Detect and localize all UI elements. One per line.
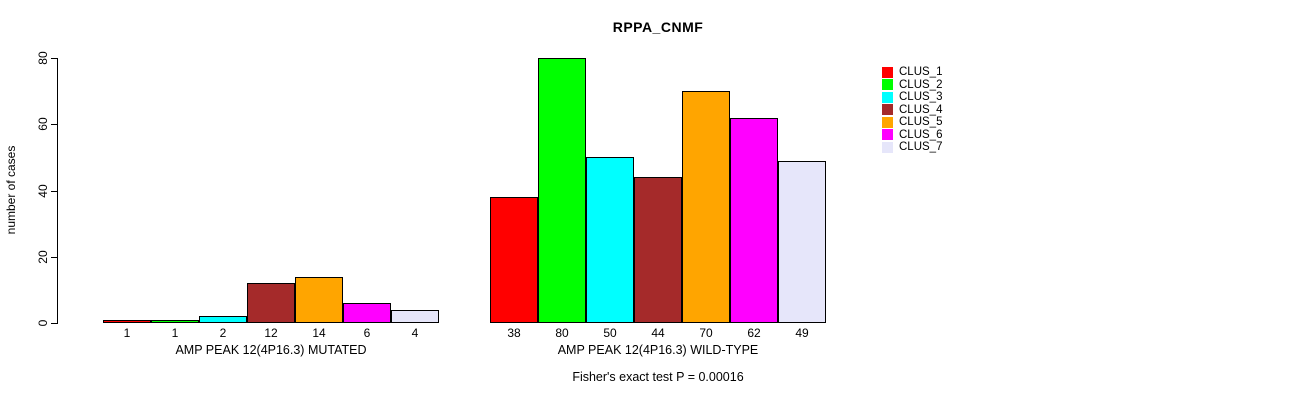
legend-item: CLUS_2 — [882, 79, 942, 92]
legend-swatch — [882, 79, 893, 91]
chart-title: RPPA_CNMF — [612, 19, 704, 35]
legend-swatch — [882, 66, 893, 78]
legend-label: CLUS_5 — [899, 116, 943, 129]
bar-value-label: 2 — [219, 326, 227, 340]
bar-clus-7 — [778, 161, 826, 323]
bar-value-label: 4 — [411, 326, 419, 340]
bar-clus-4 — [634, 177, 682, 323]
legend-item: CLUS_1 — [882, 66, 942, 79]
bar-value-label: 1 — [123, 326, 131, 340]
legend-label: CLUS_3 — [899, 91, 943, 104]
y-axis-tick-label: 0 — [36, 319, 50, 327]
legend-swatch — [882, 91, 893, 103]
legend-swatch — [882, 116, 893, 128]
legend-label: CLUS_7 — [899, 141, 943, 154]
bar-clus-5 — [295, 277, 343, 323]
bar-value-label: 70 — [699, 326, 713, 340]
y-axis-tick — [51, 257, 58, 258]
legend-label: CLUS_4 — [899, 103, 943, 116]
y-axis-tick-label: 40 — [36, 184, 50, 198]
bar-value-label: 80 — [555, 326, 569, 340]
legend-label: CLUS_1 — [899, 66, 943, 79]
y-axis-tick — [51, 58, 58, 59]
bar-value-label: 44 — [651, 326, 665, 340]
bar-clus-4 — [247, 283, 295, 323]
bar-clus-2 — [151, 320, 199, 323]
y-axis-tick-label: 60 — [36, 117, 50, 131]
bar-value-label: 1 — [171, 326, 179, 340]
legend-label: CLUS_2 — [899, 78, 943, 91]
bar-value-label: 38 — [507, 326, 521, 340]
legend: CLUS_1 CLUS_2 CLUS_3 CLUS_4 CLUS_5 CLUS_6 CLUS… — [882, 66, 942, 154]
bar-clus-1 — [490, 197, 538, 323]
bar-value-label: 6 — [363, 326, 371, 340]
y-axis-tick-label: 20 — [36, 250, 50, 264]
bar-value-label: 12 — [264, 326, 278, 340]
bar-clus-3 — [586, 157, 634, 323]
bar-clus-7 — [391, 310, 439, 323]
bar-clus-1 — [103, 320, 151, 323]
legend-label: CLUS_6 — [899, 128, 943, 141]
y-axis-tick — [51, 124, 58, 125]
legend-item: CLUS_6 — [882, 129, 942, 142]
legend-item: CLUS_7 — [882, 141, 942, 154]
legend-swatch — [882, 141, 893, 153]
y-axis-tick — [51, 323, 58, 324]
legend-item: CLUS_3 — [882, 91, 942, 104]
legend-item: CLUS_5 — [882, 116, 942, 129]
bar-value-label: 50 — [603, 326, 617, 340]
bar-value-label: 14 — [312, 326, 326, 340]
bar-value-label: 49 — [795, 326, 809, 340]
y-axis-label: number of cases — [4, 145, 18, 235]
x-axis-group-label: AMP PEAK 12(4P16.3) WILD-TYPE — [557, 343, 759, 357]
bar-value-label: 62 — [747, 326, 761, 340]
legend-item: CLUS_4 — [882, 104, 942, 117]
x-axis-group-label: AMP PEAK 12(4P16.3) MUTATED — [175, 343, 367, 357]
bar-clus-2 — [538, 58, 586, 323]
bar-clus-6 — [730, 118, 778, 323]
bar-clus-6 — [343, 303, 391, 323]
legend-swatch — [882, 104, 893, 116]
legend-swatch — [882, 129, 893, 141]
bar-clus-5 — [682, 91, 730, 323]
y-axis-tick — [51, 191, 58, 192]
bar-clus-3 — [199, 316, 247, 323]
y-axis-tick-label: 80 — [36, 51, 50, 65]
fisher-test-annotation: Fisher's exact test P = 0.00016 — [572, 370, 744, 384]
